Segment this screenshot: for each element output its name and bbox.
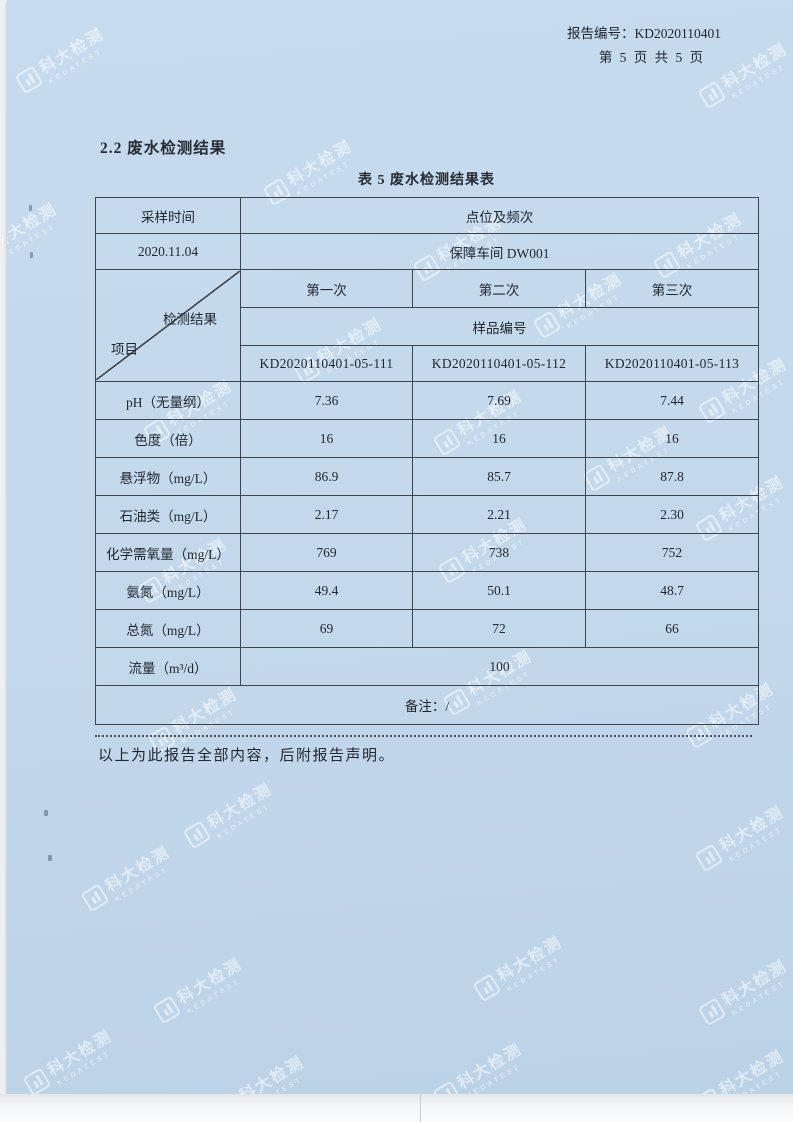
table-row-flow: 流量（m³/d） 100: [95, 647, 760, 686]
value-cell: 16: [584, 419, 760, 458]
scan-speck: [30, 252, 33, 258]
value-cell: 48.7: [584, 571, 760, 610]
table-row-tn: 总氮（mg/L） 69 72 66: [95, 609, 760, 648]
scan-speck: [44, 810, 48, 816]
item-label: 悬浮物（mg/L）: [95, 457, 241, 496]
table-row-cod: 化学需氧量（mg/L） 769 738 752: [95, 533, 760, 572]
sample-id-1: KD2020110401-05-111: [240, 345, 413, 382]
freq-header-2: 第二次: [412, 269, 586, 308]
report-number: 报告编号：KD2020110401: [567, 26, 721, 41]
item-label: 流量（m³/d）: [95, 647, 241, 686]
report-header: 报告编号：KD2020110401 第 5 页 共 5 页: [567, 22, 737, 71]
value-cell: 87.8: [584, 457, 760, 496]
scanner-seam: [420, 1094, 421, 1122]
value-cell: 66: [584, 609, 760, 648]
value-cell: 738: [412, 533, 586, 572]
item-label: 氨氮（mg/L）: [95, 571, 241, 610]
section-title: 2.2 废水检测结果: [100, 140, 227, 157]
dotted-separator: [95, 735, 752, 737]
value-cell: 7.36: [240, 381, 413, 420]
point-value: 保障车间 DW001: [239, 233, 760, 270]
table-title: 表 5 废水检测结果表: [358, 173, 495, 188]
value-cell: 85.7: [412, 457, 586, 496]
scan-speck: [29, 205, 32, 211]
table-row-petroleum: 石油类（mg/L） 2.17 2.21 2.30: [95, 495, 760, 534]
item-label: pH（无量纲）: [95, 381, 241, 420]
table-row-color: 色度（倍） 16 16 16: [95, 419, 760, 458]
item-label: 石油类（mg/L）: [95, 495, 241, 534]
value-cell: 2.21: [412, 495, 586, 534]
value-cell: 2.30: [584, 495, 760, 534]
flow-value: 100: [239, 647, 760, 686]
diagonal-label-item: 项目: [111, 342, 138, 357]
table-row: 检测结果 项目 第一次 第二次 第三次: [95, 269, 760, 382]
value-cell: 69: [240, 609, 413, 648]
table-row: 采样时间 点位及频次: [95, 197, 760, 234]
table-row: KD2020110401-05-111 KD2020110401-05-112 …: [96, 345, 760, 382]
value-cell: 50.1: [412, 571, 586, 610]
diagonal-split: 检测结果 项目: [96, 271, 240, 380]
sampling-time-label: 采样时间: [95, 197, 241, 234]
table-row-remark: 备注：/: [94, 685, 760, 725]
table-row: 2020.11.04 保障车间 DW001: [95, 233, 760, 270]
page-number: 第 5 页 共 5 页: [598, 50, 706, 66]
table-row-ss: 悬浮物（mg/L） 86.9 85.7 87.8: [95, 457, 760, 496]
value-cell: 7.44: [584, 381, 760, 420]
item-label: 总氮（mg/L）: [95, 609, 241, 648]
footer-note: 以上为此报告全部内容，后附报告声明。: [98, 748, 396, 764]
value-cell: 72: [412, 609, 586, 648]
sample-id-3: KD2020110401-05-113: [584, 345, 760, 382]
sampling-date: 2020.11.04: [95, 233, 241, 270]
report-paper: 科大检测 KEDATEST 科大检测 KEDATEST 科大检测 KEDATEST 科大检测…: [7, 0, 793, 1094]
remark-cell: 备注：/: [94, 685, 760, 725]
diagonal-label-results: 检测结果: [163, 312, 217, 327]
freq-header-3: 第三次: [584, 269, 760, 308]
point-frequency-label: 点位及频次: [239, 197, 760, 234]
value-cell: 2.17: [240, 495, 413, 534]
item-label: 化学需氧量（mg/L）: [95, 533, 241, 572]
item-label: 色度（倍）: [95, 419, 241, 458]
value-cell: 752: [584, 533, 760, 572]
sample-no-label: 样品编号: [239, 307, 760, 346]
freq-header-1: 第一次: [240, 269, 413, 308]
value-cell: 86.9: [240, 457, 413, 496]
value-cell: 49.4: [240, 571, 413, 610]
table-row: 样品编号: [96, 307, 760, 346]
diagonal-header-cell: 检测结果 项目: [95, 269, 241, 382]
value-cell: 16: [412, 419, 586, 458]
value-cell: 769: [240, 533, 413, 572]
scan-speck: [48, 855, 52, 861]
wastewater-results-table: 采样时间 点位及频次 2020.11.04 保障车间 DW001 检测结果 项目…: [94, 197, 760, 725]
value-cell: 7.69: [412, 381, 586, 420]
sample-id-2: KD2020110401-05-112: [412, 345, 586, 382]
report-content: 报告编号：KD2020110401 第 5 页 共 5 页 2.2 废水检测结果…: [7, 0, 793, 1094]
table-row-nh3n: 氨氮（mg/L） 49.4 50.1 48.7: [95, 571, 760, 610]
table-row-ph: pH（无量纲） 7.36 7.69 7.44: [95, 381, 760, 420]
scanner-background: [0, 1094, 793, 1122]
value-cell: 16: [240, 419, 413, 458]
